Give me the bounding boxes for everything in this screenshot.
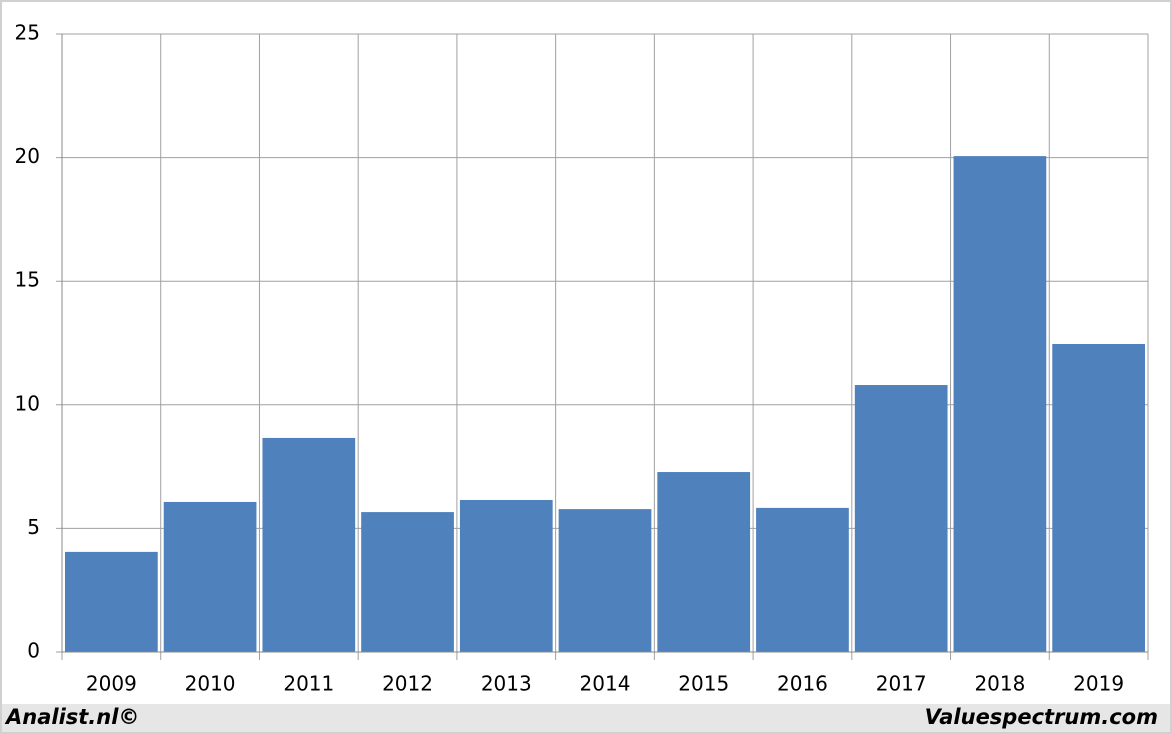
bar [657,472,751,652]
bar [163,501,257,652]
x-tick-label: 2012 [382,672,433,696]
y-tick-label: 25 [15,21,40,45]
y-tick-label: 15 [15,268,40,292]
footer-band [2,704,1170,732]
y-tick-label: 5 [27,515,40,539]
source: Valuespectrum.com [925,705,1158,729]
bar [361,512,454,652]
bar [558,509,652,652]
x-tick-label: 2018 [974,672,1025,696]
y-tick-label: 10 [15,391,40,415]
x-tick-label: 2019 [1073,672,1124,696]
x-tick-label: 2013 [481,672,532,696]
x-tick-label: 2011 [283,672,334,696]
x-tick-label: 2009 [86,672,137,696]
credit: Analist.nl© [4,705,139,729]
bar [262,437,356,652]
y-tick-label: 0 [27,639,40,663]
y-tick-label: 20 [15,144,40,168]
x-tick-label: 2015 [678,672,729,696]
x-tick-label: 2014 [580,672,631,696]
x-tick-label: 2016 [777,672,828,696]
bar [65,551,158,652]
bar [953,156,1047,652]
bar [756,507,849,652]
bar [459,499,553,652]
x-tick-label: 2010 [185,672,236,696]
bar [1052,343,1145,652]
bar [854,385,948,652]
x-tick-label: 2017 [876,672,927,696]
